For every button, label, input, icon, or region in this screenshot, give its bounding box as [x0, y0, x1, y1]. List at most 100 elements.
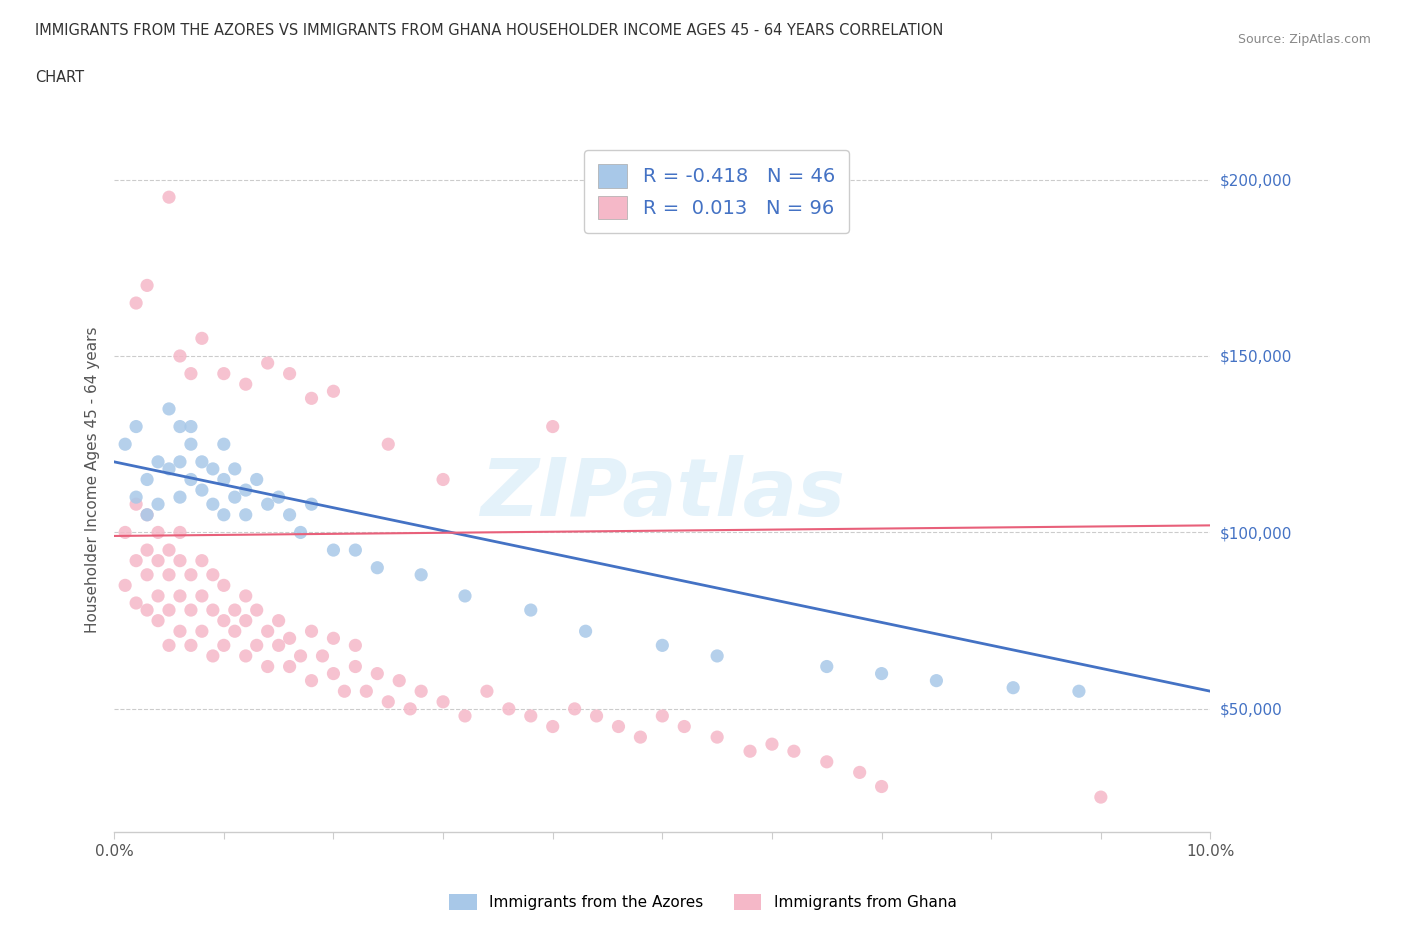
Text: Source: ZipAtlas.com: Source: ZipAtlas.com — [1237, 33, 1371, 46]
Point — [235, 377, 257, 392]
Point — [180, 437, 202, 452]
Y-axis label: Householder Income Ages 45 - 64 years: Householder Income Ages 45 - 64 years — [86, 326, 100, 632]
Point — [180, 567, 202, 582]
Point — [191, 553, 214, 568]
Point — [201, 497, 224, 512]
Point — [136, 508, 159, 523]
Point — [136, 278, 159, 293]
Point — [157, 402, 180, 417]
Point — [267, 638, 290, 653]
Point — [475, 684, 498, 698]
Point — [520, 603, 543, 618]
Point — [278, 631, 301, 645]
Point — [125, 296, 148, 311]
Text: IMMIGRANTS FROM THE AZORES VS IMMIGRANTS FROM GHANA HOUSEHOLDER INCOME AGES 45 -: IMMIGRANTS FROM THE AZORES VS IMMIGRANTS… — [35, 23, 943, 38]
Point — [870, 666, 893, 681]
Point — [498, 701, 520, 716]
Point — [146, 455, 169, 470]
Point — [290, 525, 312, 540]
Point — [783, 744, 806, 759]
Point — [125, 595, 148, 610]
Point — [224, 461, 246, 476]
Point — [212, 613, 235, 628]
Point — [191, 624, 214, 639]
Point — [761, 737, 783, 751]
Point — [870, 779, 893, 794]
Point — [815, 659, 838, 674]
Point — [520, 709, 543, 724]
Point — [399, 701, 422, 716]
Point — [246, 638, 269, 653]
Point — [925, 673, 948, 688]
Point — [201, 603, 224, 618]
Point — [301, 497, 323, 512]
Point — [157, 638, 180, 653]
Point — [651, 709, 673, 724]
Point — [564, 701, 586, 716]
Point — [235, 589, 257, 604]
Point — [377, 437, 399, 452]
Point — [157, 542, 180, 557]
Point — [366, 560, 388, 575]
Point — [585, 709, 607, 724]
Point — [628, 730, 651, 745]
Point — [322, 542, 344, 557]
Legend: Immigrants from the Azores, Immigrants from Ghana: Immigrants from the Azores, Immigrants f… — [441, 886, 965, 918]
Point — [169, 553, 191, 568]
Point — [136, 508, 159, 523]
Point — [256, 355, 278, 370]
Point — [246, 472, 269, 487]
Point — [191, 483, 214, 498]
Point — [224, 490, 246, 505]
Point — [311, 648, 333, 663]
Point — [344, 542, 367, 557]
Point — [136, 542, 159, 557]
Point — [1002, 680, 1025, 695]
Point — [454, 589, 477, 604]
Point — [301, 391, 323, 405]
Point — [169, 419, 191, 434]
Point — [169, 525, 191, 540]
Point — [301, 624, 323, 639]
Point — [201, 648, 224, 663]
Point — [169, 490, 191, 505]
Point — [180, 603, 202, 618]
Point — [235, 508, 257, 523]
Point — [1090, 790, 1112, 804]
Point — [125, 419, 148, 434]
Point — [180, 472, 202, 487]
Point — [256, 659, 278, 674]
Point — [322, 384, 344, 399]
Point — [180, 638, 202, 653]
Point — [180, 419, 202, 434]
Point — [224, 624, 246, 639]
Point — [411, 684, 433, 698]
Point — [1067, 684, 1090, 698]
Point — [278, 508, 301, 523]
Point — [454, 709, 477, 724]
Point — [432, 695, 454, 710]
Text: ZIPatlas: ZIPatlas — [479, 455, 845, 533]
Point — [432, 472, 454, 487]
Point — [235, 648, 257, 663]
Point — [333, 684, 356, 698]
Point — [848, 765, 870, 780]
Point — [125, 490, 148, 505]
Point — [673, 719, 696, 734]
Point — [136, 603, 159, 618]
Point — [541, 419, 564, 434]
Point — [212, 472, 235, 487]
Point — [125, 497, 148, 512]
Point — [157, 567, 180, 582]
Point — [212, 508, 235, 523]
Point — [169, 589, 191, 604]
Point — [651, 638, 673, 653]
Point — [290, 648, 312, 663]
Point — [191, 331, 214, 346]
Point — [706, 730, 728, 745]
Point — [322, 631, 344, 645]
Point — [191, 589, 214, 604]
Point — [574, 624, 596, 639]
Point — [180, 366, 202, 381]
Point — [146, 589, 169, 604]
